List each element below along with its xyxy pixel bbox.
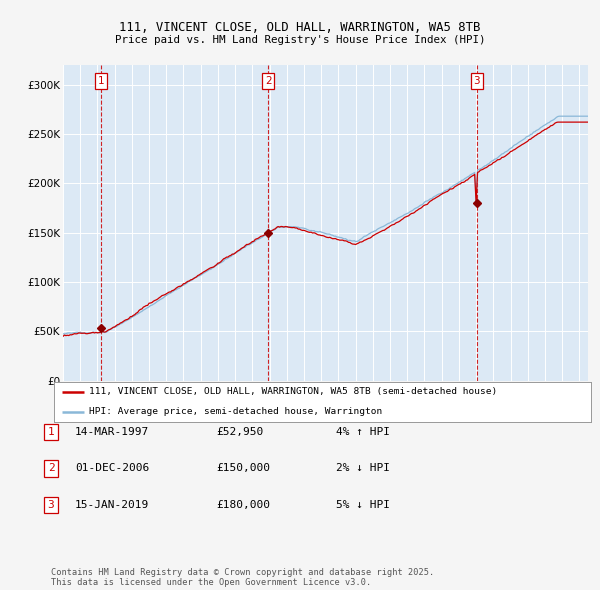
Text: HPI: Average price, semi-detached house, Warrington: HPI: Average price, semi-detached house,… — [89, 407, 382, 417]
Text: 1: 1 — [98, 76, 104, 86]
Text: £150,000: £150,000 — [216, 464, 270, 473]
Text: 111, VINCENT CLOSE, OLD HALL, WARRINGTON, WA5 8TB: 111, VINCENT CLOSE, OLD HALL, WARRINGTON… — [119, 21, 481, 34]
Text: £52,950: £52,950 — [216, 427, 263, 437]
Text: 15-JAN-2019: 15-JAN-2019 — [75, 500, 149, 510]
Text: £180,000: £180,000 — [216, 500, 270, 510]
Text: 1: 1 — [47, 427, 55, 437]
Text: 01-DEC-2006: 01-DEC-2006 — [75, 464, 149, 473]
Text: 3: 3 — [47, 500, 55, 510]
Text: 2: 2 — [265, 76, 271, 86]
Text: 3: 3 — [473, 76, 480, 86]
Text: Price paid vs. HM Land Registry's House Price Index (HPI): Price paid vs. HM Land Registry's House … — [115, 35, 485, 45]
Text: 2% ↓ HPI: 2% ↓ HPI — [336, 464, 390, 473]
Text: 111, VINCENT CLOSE, OLD HALL, WARRINGTON, WA5 8TB (semi-detached house): 111, VINCENT CLOSE, OLD HALL, WARRINGTON… — [89, 387, 497, 396]
Text: 5% ↓ HPI: 5% ↓ HPI — [336, 500, 390, 510]
Text: Contains HM Land Registry data © Crown copyright and database right 2025.
This d: Contains HM Land Registry data © Crown c… — [51, 568, 434, 587]
Text: 2: 2 — [47, 464, 55, 473]
Text: 4% ↑ HPI: 4% ↑ HPI — [336, 427, 390, 437]
Text: 14-MAR-1997: 14-MAR-1997 — [75, 427, 149, 437]
